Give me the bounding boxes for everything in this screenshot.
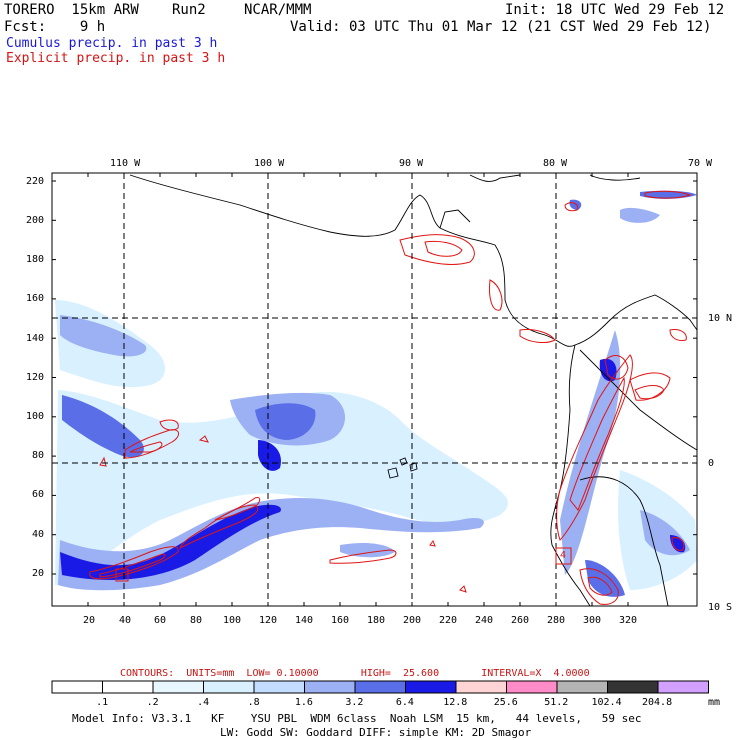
lon-label-100w: 100 W bbox=[254, 158, 285, 169]
x-tick-220: 220 bbox=[439, 615, 458, 626]
y-tick-220: 220 bbox=[26, 176, 45, 187]
x-tick-140: 140 bbox=[295, 615, 314, 626]
y-tick-200: 200 bbox=[26, 215, 45, 226]
lat-lon-grid bbox=[52, 173, 697, 606]
y-tick-80: 80 bbox=[32, 450, 45, 461]
y-tick-140: 140 bbox=[26, 333, 45, 344]
model-name: TORERO 15km ARW bbox=[4, 2, 139, 18]
x-tick-160: 160 bbox=[331, 615, 350, 626]
cumulus-precip-field bbox=[55, 190, 697, 597]
colorbar-label: .2 bbox=[146, 697, 159, 708]
physics-info: LW: Godd SW: Goddard DIFF: simple KM: 2D… bbox=[220, 726, 532, 739]
marker-box-2 bbox=[115, 568, 129, 582]
x-tick-100: 100 bbox=[223, 615, 242, 626]
run-label: Run2 bbox=[172, 2, 206, 18]
colorbar-label: 1.6 bbox=[294, 697, 313, 708]
x-tick-60: 60 bbox=[154, 615, 167, 626]
colorbar-label: .4 bbox=[197, 697, 210, 708]
colorbar-unit: mm bbox=[708, 697, 721, 708]
y-tick-marks bbox=[52, 180, 697, 575]
colorbar-label: 12.8 bbox=[443, 697, 468, 708]
model-info: Model Info: V3.3.1 KF YSU PBL WDM 6class… bbox=[72, 712, 642, 725]
lat-label-10n: 10 N bbox=[708, 313, 733, 324]
x-tick-300: 300 bbox=[583, 615, 602, 626]
y-tick-20: 20 bbox=[32, 568, 45, 579]
lat-label-0: 0 bbox=[708, 458, 715, 469]
y-tick-40: 40 bbox=[32, 529, 45, 540]
x-tick-180: 180 bbox=[367, 615, 386, 626]
y-tick-160: 160 bbox=[26, 293, 45, 304]
x-tick-marks bbox=[87, 173, 629, 606]
colorbar-label: 102.4 bbox=[591, 697, 622, 708]
x-tick-320: 320 bbox=[619, 615, 638, 626]
colorbar-label: .8 bbox=[247, 697, 260, 708]
x-tick-120: 120 bbox=[259, 615, 278, 626]
lon-label-70w: 70 W bbox=[688, 158, 713, 169]
contours-info: CONTOURS: UNITS=mm LOW= 0.10000 HIGH= 25… bbox=[120, 668, 590, 679]
lon-label-110w: 110 W bbox=[110, 158, 141, 169]
y-tick-60: 60 bbox=[32, 489, 45, 500]
colorbar-label: .1 bbox=[96, 697, 109, 708]
x-tick-200: 200 bbox=[403, 615, 422, 626]
x-tick-20: 20 bbox=[83, 615, 96, 626]
lon-label-90w: 90 W bbox=[399, 158, 424, 169]
colorbar-label: 3.2 bbox=[345, 697, 364, 708]
marker-box bbox=[555, 547, 572, 565]
x-tick-240: 240 bbox=[475, 615, 494, 626]
legend-explicit: Explicit precip. in past 3 h bbox=[6, 51, 226, 66]
colorbar-label: 204.8 bbox=[642, 697, 673, 708]
lon-label-80w: 80 W bbox=[543, 158, 568, 169]
colorbar-label: 25.6 bbox=[493, 697, 518, 708]
y-tick-100: 100 bbox=[26, 411, 45, 422]
valid-time: Valid: 03 UTC Thu 01 Mar 12 (21 CST Wed … bbox=[290, 19, 712, 35]
lat-label-10s: 10 S bbox=[708, 602, 733, 613]
legend-cumulus: Cumulus precip. in past 3 h bbox=[6, 36, 218, 51]
map-frame bbox=[51, 172, 698, 607]
forecast-hour: Fcst: 9 h bbox=[4, 19, 106, 35]
x-tick-80: 80 bbox=[190, 615, 203, 626]
x-tick-280: 280 bbox=[547, 615, 566, 626]
init-time: Init: 18 UTC Wed 29 Feb 12 bbox=[505, 2, 725, 18]
colorbar-label: 6.4 bbox=[395, 697, 414, 708]
y-tick-120: 120 bbox=[26, 372, 45, 383]
x-tick-260: 260 bbox=[511, 615, 530, 626]
marker-label-4: 4 bbox=[560, 550, 567, 561]
y-tick-180: 180 bbox=[26, 254, 45, 265]
explicit-precip-contours bbox=[89, 190, 692, 605]
x-tick-40: 40 bbox=[119, 615, 132, 626]
org-label: NCAR/MMM bbox=[244, 2, 312, 18]
colorbar-label: 51.2 bbox=[544, 697, 569, 708]
